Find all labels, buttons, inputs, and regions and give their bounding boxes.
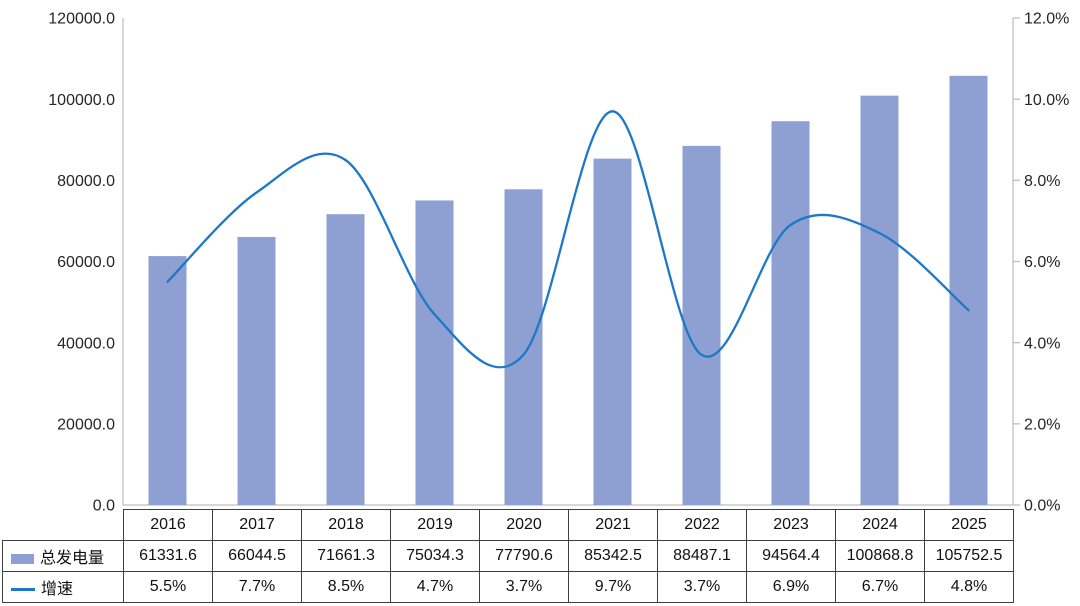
year-header-cell: 2023 xyxy=(746,509,836,541)
left-axis-tick-label: 80000.0 xyxy=(57,173,115,190)
generation-value-cell: 94564.4 xyxy=(746,540,836,572)
generation-value-cell: 100868.8 xyxy=(835,540,925,572)
left-axis-tick-label: 120000.0 xyxy=(48,11,115,28)
table-year-row: 2016 2017 2018 2019 2020 2021 2022 2023 2024 2025 xyxy=(3,509,1014,541)
generation-value-cell: 77790.6 xyxy=(479,540,569,572)
chart-data-table: 2016 2017 2018 2019 2020 2021 2022 2023 2024 2025… xyxy=(2,509,1014,603)
generation-value-cell: 85342.5 xyxy=(568,540,658,572)
right-axis-tick-label: 8.0% xyxy=(1024,173,1060,190)
left-axis-tick-label: 100000.0 xyxy=(48,92,115,109)
right-axis-tick-label: 0.0% xyxy=(1024,498,1060,515)
year-header-cell: 2017 xyxy=(212,509,302,541)
growth-value-cell: 7.7% xyxy=(212,571,302,603)
year-header-cell: 2021 xyxy=(568,509,658,541)
year-header-cell: 2025 xyxy=(924,509,1014,541)
year-header-cell: 2024 xyxy=(835,509,925,541)
generation-value-cell: 105752.5 xyxy=(924,540,1014,572)
left-axis-tick-label: 60000.0 xyxy=(57,254,115,271)
left-axis-tick-label: 40000.0 xyxy=(57,335,115,352)
growth-value-cell: 6.9% xyxy=(746,571,836,603)
year-header-cell: 2016 xyxy=(123,509,213,541)
growth-rate-line xyxy=(166,110,970,369)
right-axis-tick-label: 10.0% xyxy=(1024,92,1069,109)
legend-label-total-generation: 总发电量 xyxy=(2,540,124,572)
generation-value-cell: 75034.3 xyxy=(390,540,480,572)
bar-2016 xyxy=(148,256,187,505)
right-axis-tick-label: 6.0% xyxy=(1024,254,1060,271)
left-axis-tick-label: 0.0 xyxy=(93,498,115,515)
year-header-cell: 2020 xyxy=(479,509,569,541)
table-corner-empty xyxy=(3,510,124,541)
year-header-cell: 2018 xyxy=(301,509,391,541)
bar-2020 xyxy=(504,189,543,506)
bar-2017 xyxy=(237,236,276,505)
series-name-label: 总发电量 xyxy=(40,550,105,567)
right-axis-tick-label: 4.0% xyxy=(1024,335,1060,352)
series-name-label: 增速 xyxy=(41,581,74,598)
right-axis-tick-label: 12.0% xyxy=(1024,11,1069,28)
table-series-row-growth: 增速 5.5% 7.7% 8.5% 4.7% 3.7% 9.7% 3.7% 6.9% 6.7% 4.… xyxy=(2,571,1014,603)
generation-value-cell: 66044.5 xyxy=(212,540,302,572)
generation-value-cell: 71661.3 xyxy=(301,540,391,572)
growth-value-cell: 5.5% xyxy=(123,571,213,603)
growth-value-cell: 3.7% xyxy=(657,571,747,603)
right-axis-tick-label: 2.0% xyxy=(1024,416,1060,433)
line-legend-swatch-icon xyxy=(11,588,35,591)
bar-2021 xyxy=(593,158,632,506)
growth-value-cell: 6.7% xyxy=(835,571,925,603)
growth-value-cell: 3.7% xyxy=(479,571,569,603)
bar-2025 xyxy=(949,75,988,505)
growth-value-cell: 4.8% xyxy=(924,571,1014,603)
generation-value-cell: 61331.6 xyxy=(123,540,213,572)
bar-2019 xyxy=(415,200,454,506)
table-series-row-generation: 总发电量 61331.6 66044.5 71661.3 75034.3 77790.6 8… xyxy=(2,540,1014,572)
bar-legend-swatch-icon xyxy=(11,554,34,564)
generation-value-cell: 88487.1 xyxy=(657,540,747,572)
bar-2018 xyxy=(326,214,365,505)
bar-2024 xyxy=(860,95,899,506)
growth-value-cell: 9.7% xyxy=(568,571,658,603)
left-axis-tick-label: 20000.0 xyxy=(57,416,115,433)
growth-value-cell: 8.5% xyxy=(301,571,391,603)
growth-value-cell: 4.7% xyxy=(390,571,480,603)
bar-2023 xyxy=(771,121,810,506)
year-header-cell: 2019 xyxy=(390,509,480,541)
year-header-cell: 2022 xyxy=(657,509,747,541)
bar-2022 xyxy=(682,145,721,506)
legend-label-growth-rate: 增速 xyxy=(2,571,124,603)
